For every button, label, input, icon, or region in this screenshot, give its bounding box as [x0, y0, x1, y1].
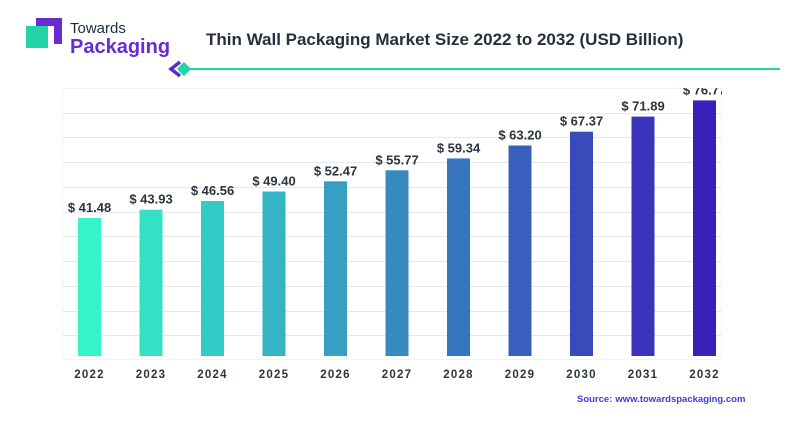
chart-title: Thin Wall Packaging Market Size 2022 to …	[206, 30, 684, 49]
bar-2026	[324, 181, 347, 356]
source-label: Source:	[577, 394, 613, 405]
data-label-2028: $ 59.34	[437, 140, 481, 155]
x-tick-label-2031: 2031	[628, 369, 658, 381]
x-tick-label-2024: 2024	[197, 369, 227, 381]
x-axis: 2022 2023 2024 2025 2026 2027 2028 2029 2030 2031…	[74, 369, 719, 381]
data-label-2027: $ 55.77	[375, 152, 418, 167]
x-tick-label-2026: 2026	[320, 369, 350, 381]
bars	[78, 100, 716, 357]
data-label-2024: $ 46.56	[191, 183, 234, 198]
bar-2031	[631, 116, 655, 356]
logo-text-packaging: Packaging	[70, 36, 171, 58]
bar-2022	[78, 217, 101, 356]
source-link[interactable]: www.towardspackaging.com	[615, 394, 746, 405]
bar-2024	[201, 201, 224, 356]
data-label-2029: $ 63.20	[498, 128, 541, 143]
x-tick-label-2023: 2023	[136, 369, 166, 381]
bar-2030	[570, 131, 593, 356]
data-label-2022: $ 41.48	[68, 200, 111, 215]
x-tick-label-2022: 2022	[74, 369, 104, 381]
bar-2025	[262, 191, 286, 356]
data-labels: $ 41.48 $ 43.93 $ 46.56 $ 49.40 $ 52.47 $ 55.…	[68, 88, 722, 215]
bar-2027	[385, 170, 409, 356]
x-tick-label-2028: 2028	[443, 369, 473, 381]
x-tick-label-2027: 2027	[382, 369, 412, 381]
x-tick-label-2025: 2025	[259, 369, 289, 381]
data-label-2031: $ 71.89	[621, 99, 664, 114]
data-label-2025: $ 49.40	[252, 174, 295, 189]
towards-packaging-logo: Towards Packaging	[26, 16, 170, 60]
logo-mark-icon	[26, 18, 62, 48]
data-label-2032: $ 76.77	[683, 88, 722, 97]
bar-2032	[693, 100, 716, 357]
data-label-2030: $ 67.37	[560, 114, 603, 129]
bar-2029	[508, 145, 532, 356]
title-divider	[168, 60, 780, 78]
data-label-2023: $ 43.93	[129, 192, 172, 207]
chevron-left-icon	[168, 60, 182, 78]
x-tick-label-2030: 2030	[566, 369, 596, 381]
logo-text-towards: Towards	[70, 20, 126, 37]
bar-chart: $ 41.48 $ 43.93 $ 46.56 $ 49.40 $ 52.47 $ 55.…	[62, 88, 722, 360]
x-tick-label-2032: 2032	[689, 369, 719, 381]
data-label-2026: $ 52.47	[314, 163, 357, 178]
source-note: Source: www.towardspackaging.com	[577, 394, 745, 405]
x-tick-label-2029: 2029	[505, 369, 535, 381]
bar-2028	[447, 158, 470, 356]
bar-2023	[139, 209, 163, 356]
